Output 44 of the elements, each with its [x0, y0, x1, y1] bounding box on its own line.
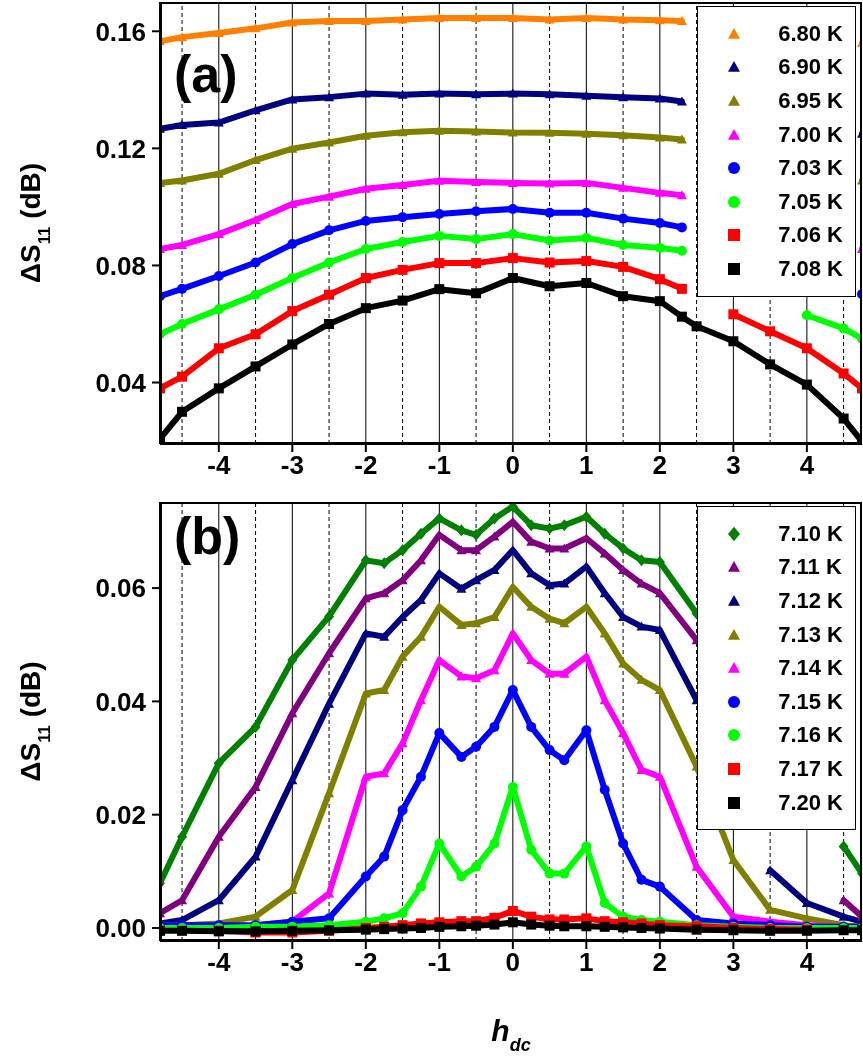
x-tick-label: -4	[207, 947, 231, 978]
x-tick-label: -1	[427, 450, 451, 481]
y-tick-label: 0.00	[95, 913, 146, 944]
legend-label: 7.11 K	[778, 554, 842, 581]
legend-label: 6.95 K	[778, 87, 843, 114]
legend-label: 6.90 K	[778, 54, 843, 81]
legend-label: 7.20 K	[778, 789, 843, 816]
x-tick-label: -2	[354, 450, 378, 481]
legend-label: 7.00 K	[778, 121, 843, 148]
legend-label: 7.14 K	[778, 655, 843, 682]
x-tick-label: 0	[505, 947, 521, 978]
x-tick-label: -1	[427, 947, 451, 978]
y-tick-label: 0.04	[95, 686, 147, 717]
y-tick-label: 0.08	[95, 250, 146, 281]
y-tick-label: 0.16	[95, 16, 146, 47]
x-tick-label: -2	[354, 947, 378, 978]
legend-label: 7.13 K	[778, 621, 843, 648]
y-tick-label: 0.12	[95, 133, 146, 164]
x-tick-label: 2	[652, 947, 668, 978]
legend-label: 7.17 K	[778, 755, 843, 782]
x-tick-label: 0	[505, 450, 521, 481]
legend-label: 7.03 K	[778, 155, 843, 182]
legend-label: 7.05 K	[778, 188, 843, 215]
legend-label: 7.10 K	[778, 520, 843, 547]
y-tick-label: 0.04	[95, 367, 147, 398]
x-tick-label: 3	[726, 450, 741, 481]
legend-label: 7.12 K	[778, 587, 843, 614]
legend-label: 7.16 K	[778, 722, 843, 749]
x-tick-label: 4	[799, 947, 815, 978]
x-tick-label: -4	[207, 450, 231, 481]
x-axis-title: h$_{dc}$	[491, 1014, 531, 1055]
x-tick-label: -3	[280, 450, 304, 481]
x-tick-label: 4	[799, 450, 815, 481]
legend-label: 7.08 K	[778, 255, 843, 282]
y-tick-label: 0.06	[95, 573, 146, 604]
legend-label: 7.06 K	[778, 222, 843, 249]
x-tick-label: 1	[579, 450, 594, 481]
x-tick-label: 3	[726, 947, 741, 978]
x-tick-label: 1	[579, 947, 594, 978]
y-tick-label: 0.02	[95, 799, 146, 830]
legend-label: 7.15 K	[778, 688, 843, 715]
legend-label: 6.80 K	[778, 20, 843, 47]
x-tick-label: -3	[280, 947, 304, 978]
x-tick-label: 2	[652, 450, 668, 481]
